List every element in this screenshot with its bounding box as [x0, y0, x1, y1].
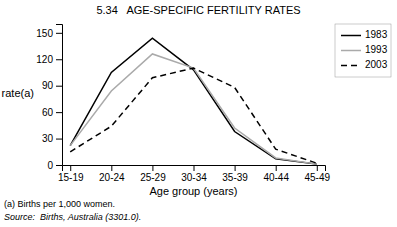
- tick-label: 90: [42, 80, 54, 91]
- tick-label: 30-34: [181, 172, 207, 183]
- tick-label: 30: [42, 133, 54, 144]
- legend-swatch: [341, 50, 361, 52]
- axis-line: [63, 166, 326, 172]
- tick: 45-49: [304, 165, 330, 183]
- tick: 15-19: [58, 165, 84, 183]
- lines: [70, 38, 317, 164]
- tick: 0: [47, 160, 62, 171]
- axis-line: [56, 25, 63, 166]
- tick-mark: [56, 139, 62, 140]
- x-axis: 15-19 20-24 25-29 30-34 35-39 40-44 45-49: [58, 165, 331, 183]
- tick-label: 35-39: [222, 172, 248, 183]
- tick-label: 15-19: [58, 172, 84, 183]
- legend: 1983 1993 2003: [335, 24, 391, 77]
- tick: 150: [36, 28, 62, 39]
- tick-label: 60: [42, 107, 54, 118]
- tick-label: 150: [36, 28, 53, 39]
- tick-mark: [56, 59, 62, 60]
- y-axis: 0 30 60 90 120 150: [36, 25, 62, 171]
- legend-label: 1983: [365, 29, 388, 40]
- tick-mark: [235, 165, 236, 171]
- tick-mark: [56, 112, 62, 113]
- tick: 60: [42, 107, 62, 118]
- legend-swatch: [341, 65, 361, 67]
- tick-mark: [194, 165, 195, 171]
- tick: 30: [42, 133, 62, 144]
- tick: 35-39: [222, 165, 248, 183]
- plot-area: 0 30 60 90 120 150 15-19 20-24 25-29 30-34 35-39 40…: [2, 24, 391, 197]
- legend-frame: [335, 24, 391, 77]
- tick: 120: [36, 54, 62, 65]
- legend-label: 2003: [365, 59, 388, 70]
- legend-swatch: [341, 35, 361, 37]
- legend-label: 1993: [365, 44, 388, 55]
- tick-label: 120: [36, 54, 53, 65]
- tick-label: 20-24: [99, 172, 125, 183]
- tick-label: 40-44: [263, 172, 289, 183]
- tick: 40-44: [263, 165, 289, 183]
- tick-mark: [317, 165, 318, 171]
- tick-mark: [111, 165, 112, 171]
- line: [70, 68, 317, 163]
- tick-mark: [152, 165, 153, 171]
- tick-mark: [276, 165, 277, 171]
- tick-label: 45-49: [304, 172, 330, 183]
- tick: 90: [42, 80, 62, 91]
- tick: 20-24: [99, 165, 125, 183]
- line: [70, 54, 317, 164]
- tick-mark: [56, 165, 62, 166]
- footnote: Source: Births, Australia (3301.0).: [4, 212, 141, 222]
- tick: 25-29: [140, 165, 166, 183]
- y-axis-title: rate(a): [2, 87, 34, 99]
- tick-label: 25-29: [140, 172, 166, 183]
- chart: 5.34 AGE-SPECIFIC FERTILITY RATES 0 30 60 90…: [0, 0, 397, 227]
- title: 5.34 AGE-SPECIFIC FERTILITY RATES: [96, 4, 300, 16]
- tick-label: 0: [47, 160, 53, 171]
- tick: 30-34: [181, 165, 207, 183]
- tick-mark: [70, 165, 71, 171]
- line: [70, 38, 317, 164]
- tick-mark: [56, 86, 62, 87]
- footnote: (a) Births per 1,000 women.: [4, 199, 115, 209]
- x-axis-title: Age group (years): [149, 185, 237, 197]
- tick-mark: [56, 33, 62, 34]
